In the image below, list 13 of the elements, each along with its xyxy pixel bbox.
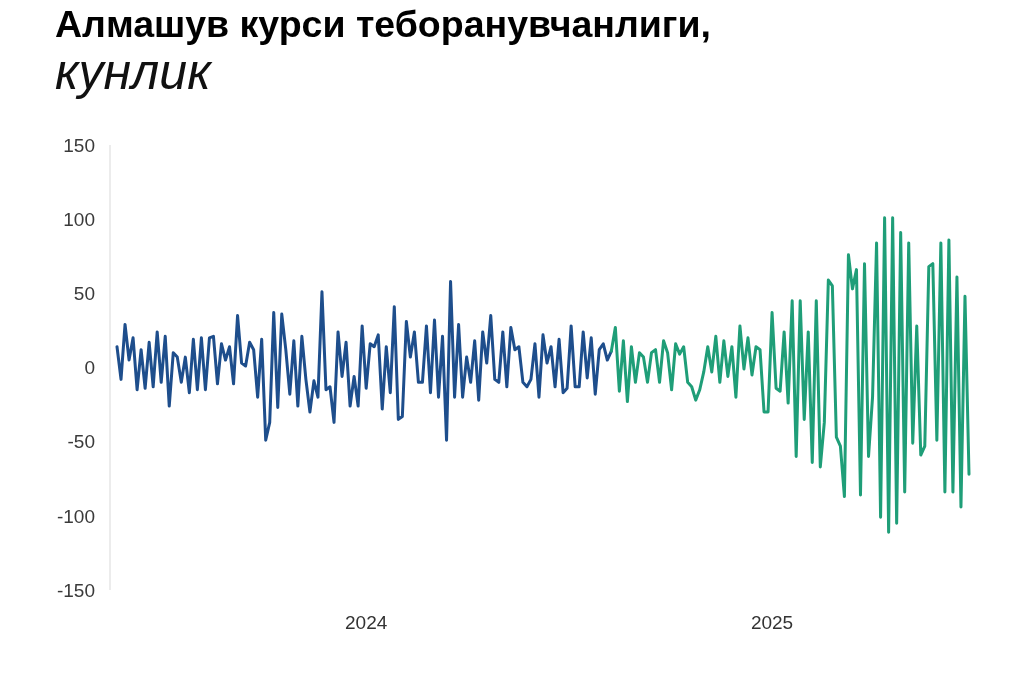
y-tick-label: 150: [63, 134, 95, 156]
chart-title: Алмашув курси теборанувчанлиги,: [55, 3, 711, 45]
line-series: [115, 279, 613, 442]
x-tick-label: 2025: [750, 612, 794, 634]
chart-subtitle: кунлик: [55, 44, 211, 100]
y-tick-label: 0: [84, 357, 95, 379]
x-tick-label: 2024: [345, 612, 388, 634]
y-tick-label: -100: [56, 505, 95, 527]
y-tick-label: 50: [73, 283, 95, 305]
y-tick-label: -50: [67, 431, 95, 453]
line-series: [609, 216, 971, 534]
y-tick-label: 100: [63, 208, 95, 230]
y-tick-label: -150: [56, 579, 95, 601]
